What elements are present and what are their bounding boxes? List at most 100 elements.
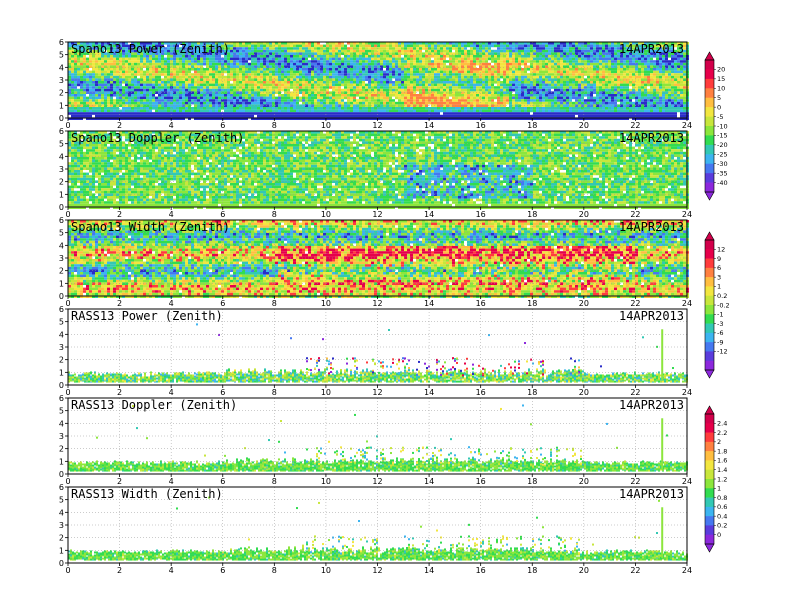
x-tick-label: 18	[527, 566, 537, 575]
grid	[68, 398, 687, 474]
y-tick-label: 5	[59, 496, 64, 505]
x-tick-label: 20	[579, 388, 589, 397]
colorbar-swatch	[705, 258, 714, 269]
colorbar-label: -25	[717, 151, 728, 159]
x-tick-label: 8	[272, 477, 277, 486]
x-tick-label: 4	[169, 477, 174, 486]
x-tick-label: 22	[630, 388, 640, 397]
x-tick-label: 0	[65, 121, 70, 130]
colorbar-swatch	[705, 182, 714, 193]
colorbar-swatch	[705, 497, 714, 508]
x-tick-label: 18	[527, 210, 537, 219]
x-tick-label: 18	[527, 477, 537, 486]
y-tick-label: 3	[59, 254, 64, 263]
data-field	[68, 131, 689, 209]
x-tick-label: 16	[476, 477, 486, 486]
y-tick-label: 5	[59, 318, 64, 327]
x-tick-label: 6	[220, 210, 225, 219]
date-label: 14APR2013	[619, 42, 684, 56]
y-tick-label: 2	[59, 356, 64, 365]
colorbar-label: 10	[717, 85, 725, 93]
y-tick-label: 2	[59, 267, 64, 276]
colorbar-label: 1.8	[717, 447, 727, 455]
x-tick-label: 24	[682, 121, 692, 130]
y-tick-label: 3	[59, 165, 64, 174]
data-field	[68, 220, 689, 298]
x-tick-label: 12	[372, 121, 382, 130]
x-tick-label: 10	[321, 121, 331, 130]
y-tick-label: 5	[59, 51, 64, 60]
y-tick-label: 0	[59, 559, 64, 568]
colorbar-label: 2.4	[717, 420, 727, 428]
x-tick-label: 6	[220, 388, 225, 397]
y-tick-label: 1	[59, 279, 64, 288]
y-tick-label: 0	[59, 470, 64, 479]
date-label: 14APR2013	[619, 131, 684, 145]
colorbar-label: 15	[717, 75, 725, 83]
colorbar-label: 2.2	[717, 429, 727, 437]
y-tick-label: 1	[59, 546, 64, 555]
colorbar-label: 5	[717, 94, 721, 102]
colorbar-label: -6	[717, 329, 723, 337]
x-tick-label: 14	[424, 210, 434, 219]
x-tick-label: 4	[169, 299, 174, 308]
x-tick-label: 22	[630, 566, 640, 575]
x-tick-label: 2	[117, 299, 122, 308]
colorbar-label: -12	[717, 348, 728, 356]
colorbar-label: 6	[717, 264, 721, 272]
x-tick-label: 6	[220, 299, 225, 308]
colorbar-swatch	[705, 135, 714, 146]
colorbar-swatch	[705, 342, 714, 352]
y-tick-label: 4	[59, 419, 64, 428]
x-tick-label: 0	[65, 477, 70, 486]
x-tick-label: 2	[117, 477, 122, 486]
x-tick-label: 2	[117, 566, 122, 575]
colorbar-swatch	[705, 154, 714, 165]
panel-title: RASS13 Width (Zenith)	[71, 487, 223, 501]
colorbar-swatch	[705, 173, 714, 183]
y-tick-label: 0	[59, 292, 64, 301]
colorbar-label: 20	[717, 66, 725, 74]
date-label: 14APR2013	[619, 309, 684, 323]
y-tick-label: 5	[59, 229, 64, 238]
colorbar-swatch	[705, 107, 714, 117]
y-tick-label: 6	[59, 305, 64, 314]
colorbar-swatch	[705, 126, 714, 136]
y-tick-label: 4	[59, 330, 64, 339]
colorbar-3: 2.42.221.8 1.61.41.2 10.80.60.4 0.20	[704, 405, 727, 553]
colorbar-swatch	[705, 488, 714, 498]
colorbar-swatch	[705, 479, 714, 489]
colorbar-swatch	[705, 88, 714, 99]
colorbar-label: -0.2	[717, 301, 730, 309]
x-tick-label: 16	[476, 299, 486, 308]
x-tick-label: 12	[372, 299, 382, 308]
x-tick-label: 8	[272, 299, 277, 308]
x-tick-label: 10	[321, 477, 331, 486]
colorbar-max-arrow	[704, 51, 715, 61]
x-tick-label: 22	[630, 477, 640, 486]
panel-title: Spano13 Doppler (Zenith)	[71, 131, 244, 145]
panel-title: Spano13 Width (Zenith)	[71, 220, 230, 234]
colorbar-max-arrow	[704, 405, 715, 415]
colorbar-swatch	[705, 332, 714, 343]
x-tick-label: 20	[579, 566, 589, 575]
y-tick-label: 0	[59, 114, 64, 123]
x-tick-label: 8	[272, 566, 277, 575]
colorbar-label: 2	[717, 438, 721, 446]
colorbar-label: 0	[717, 103, 721, 111]
colorbar-swatch	[705, 360, 714, 371]
x-tick-label: 6	[220, 566, 225, 575]
x-tick-label: 20	[579, 299, 589, 308]
x-tick-label: 4	[169, 210, 174, 219]
colorbar-label: -5	[717, 113, 723, 121]
x-tick-label: 6	[220, 121, 225, 130]
colorbar-label: 0	[717, 531, 721, 539]
colorbar-swatch	[705, 116, 714, 127]
colorbar-swatch	[705, 451, 714, 461]
colorbar-swatch	[705, 286, 714, 297]
x-tick-label: 8	[272, 121, 277, 130]
